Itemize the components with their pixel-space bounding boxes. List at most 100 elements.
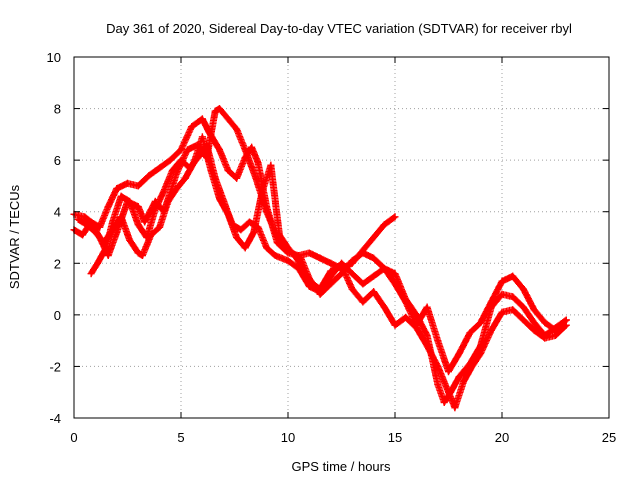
data-point xyxy=(338,262,345,270)
data-point xyxy=(423,342,431,350)
data-point xyxy=(541,319,549,327)
data-point xyxy=(81,213,89,221)
data-point xyxy=(104,203,112,211)
data-point xyxy=(316,285,324,293)
data-point xyxy=(216,195,224,203)
data-point xyxy=(552,331,559,339)
data-point xyxy=(250,228,258,236)
data-point xyxy=(177,156,185,164)
data-point xyxy=(134,182,142,190)
data-point xyxy=(245,218,253,226)
data-point xyxy=(233,174,241,182)
data-point xyxy=(370,234,378,241)
x-tick-label: 25 xyxy=(602,430,616,445)
data-point xyxy=(224,115,232,123)
data-point xyxy=(293,254,301,262)
data-point xyxy=(359,249,367,257)
data-point xyxy=(207,166,215,174)
data-point xyxy=(100,239,108,247)
data-point xyxy=(477,319,485,327)
data-point xyxy=(466,329,474,337)
data-point xyxy=(459,378,467,386)
data-point xyxy=(498,277,506,285)
data-point xyxy=(370,288,378,296)
data-point xyxy=(124,179,131,187)
data-point xyxy=(487,303,495,311)
y-tick-label: 0 xyxy=(54,308,61,323)
data-point xyxy=(160,187,168,195)
data-point xyxy=(440,399,448,407)
data-point xyxy=(541,334,549,342)
x-tick-label: 15 xyxy=(388,430,402,445)
data-point xyxy=(138,252,146,260)
data-point xyxy=(113,228,121,236)
y-tick-label: 2 xyxy=(54,256,61,271)
data-point xyxy=(168,166,176,174)
data-point xyxy=(348,285,356,293)
data-point xyxy=(284,257,292,265)
data-point xyxy=(271,252,279,260)
data-point xyxy=(275,231,283,239)
x-axis-label: GPS time / hours xyxy=(292,459,391,474)
data-point xyxy=(391,321,399,329)
data-point xyxy=(530,326,538,334)
data-point xyxy=(87,270,95,278)
data-point xyxy=(327,267,335,275)
data-point xyxy=(348,270,356,278)
data-point xyxy=(177,146,185,154)
data-point xyxy=(263,244,271,252)
data-point xyxy=(498,308,506,316)
data-point xyxy=(216,146,224,154)
data-point xyxy=(434,362,442,370)
data-point xyxy=(83,221,91,229)
data-point xyxy=(468,362,476,370)
data-points xyxy=(70,105,570,412)
data-point xyxy=(252,174,260,182)
data-point xyxy=(423,303,431,311)
data-point xyxy=(151,205,159,213)
x-tick-label: 20 xyxy=(495,430,509,445)
data-point xyxy=(402,313,410,321)
data-point xyxy=(166,156,174,164)
data-point xyxy=(233,234,241,241)
data-point xyxy=(94,259,102,267)
data-point xyxy=(237,226,245,234)
data-point xyxy=(224,210,232,218)
data-point xyxy=(156,164,164,172)
series-track-4 xyxy=(74,133,570,412)
data-point xyxy=(370,272,378,280)
data-point xyxy=(183,146,191,154)
grid xyxy=(74,57,609,418)
data-point xyxy=(87,218,95,226)
data-point xyxy=(434,337,442,345)
data-point xyxy=(211,107,219,115)
data-point xyxy=(198,133,206,141)
data-point xyxy=(380,264,388,272)
y-tick-label: 10 xyxy=(47,50,61,65)
data-point xyxy=(254,159,262,167)
data-point xyxy=(445,388,452,396)
data-point xyxy=(451,404,459,412)
data-point xyxy=(267,161,275,169)
data-point xyxy=(74,215,82,223)
data-point xyxy=(519,316,527,324)
data-point xyxy=(305,277,313,285)
data-point xyxy=(216,105,224,113)
data-point xyxy=(391,270,399,278)
data-point xyxy=(391,213,399,221)
series-track-2 xyxy=(70,105,570,376)
axis-ticks: 0 5 10 15 20 25 -4 -2 0 2 4 6 8 10 xyxy=(47,50,617,445)
data-point xyxy=(91,228,99,236)
data-point xyxy=(359,280,367,288)
y-axis-label: SDTVAR / TECUs xyxy=(7,184,22,289)
data-point xyxy=(109,226,117,234)
data-point xyxy=(402,295,410,303)
series-track-1 xyxy=(70,115,399,272)
data-point xyxy=(445,368,452,376)
y-tick-label: -2 xyxy=(49,359,61,374)
data-point xyxy=(224,166,232,174)
data-point xyxy=(258,187,266,195)
data-point xyxy=(562,321,570,329)
data-point xyxy=(305,249,313,257)
